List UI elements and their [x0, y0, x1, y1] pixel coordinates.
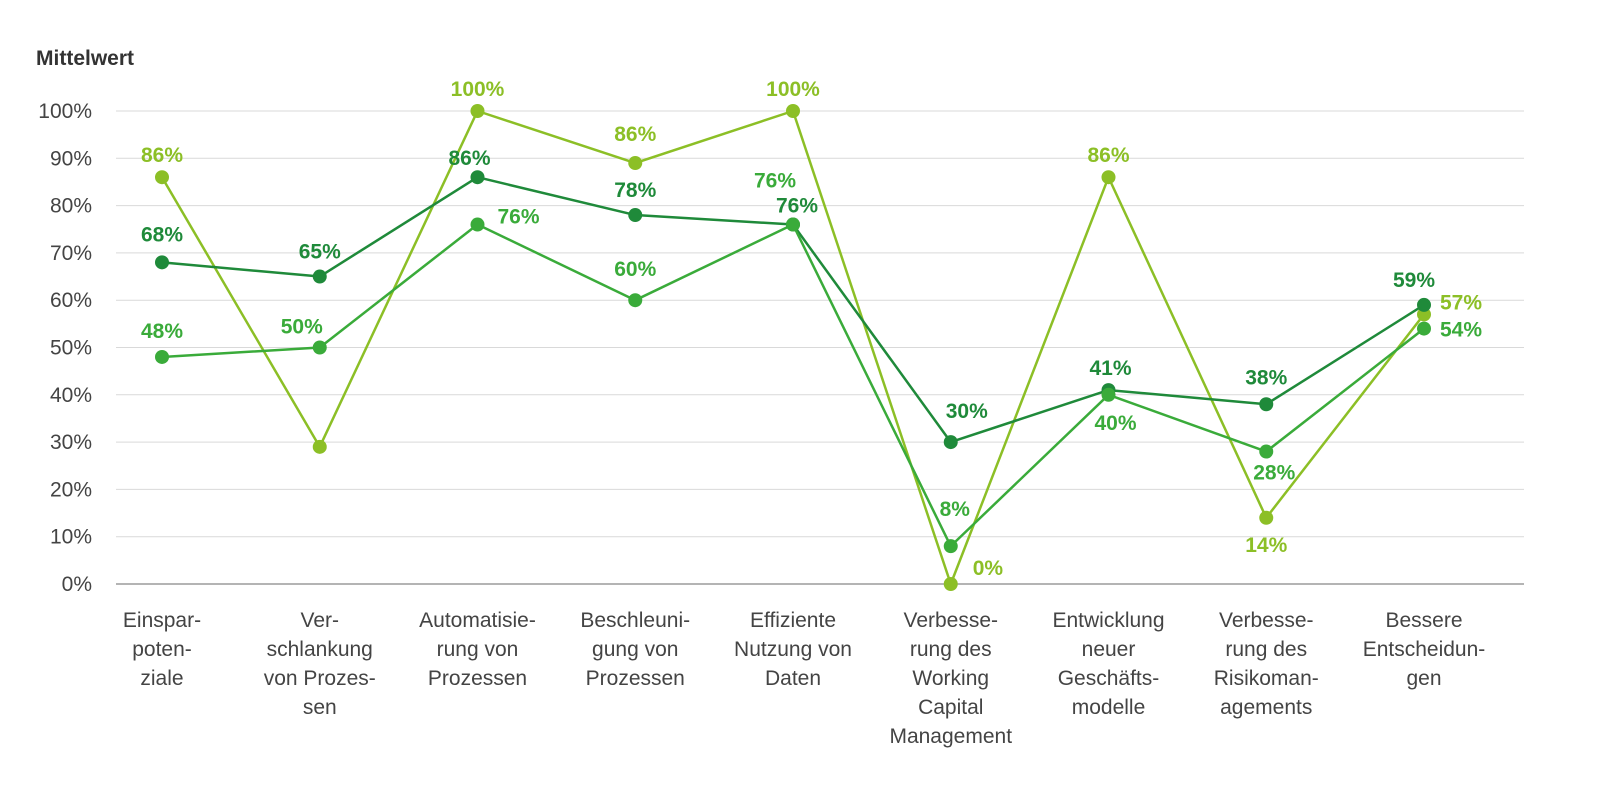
- data-point: [1101, 387, 1116, 402]
- data-point: [1417, 297, 1431, 312]
- data-point: [628, 156, 643, 171]
- data-label: 48%: [141, 320, 183, 343]
- data-label: 30%: [946, 400, 988, 423]
- data-label: 14%: [1245, 534, 1287, 557]
- data-point: [312, 269, 327, 284]
- data-label: 68%: [141, 223, 183, 246]
- data-point: [312, 439, 327, 454]
- data-point: [1259, 510, 1274, 525]
- data-point: [1259, 397, 1274, 412]
- data-point: [155, 349, 169, 364]
- y-tick-label: 40%: [50, 384, 92, 407]
- data-label: 76%: [754, 170, 796, 193]
- x-category-label: Entwicklung neuer Geschäfts-modelle: [1052, 609, 1164, 719]
- data-point: [1417, 321, 1431, 336]
- data-point: [786, 217, 800, 232]
- data-label: 86%: [1087, 144, 1129, 167]
- y-tick-label: 60%: [50, 289, 92, 312]
- data-point: [155, 255, 169, 270]
- data-point: [470, 170, 485, 185]
- data-point: [312, 340, 327, 355]
- data-label: 57%: [1440, 291, 1482, 314]
- data-label: 28%: [1253, 462, 1295, 485]
- y-tick-label: 70%: [50, 242, 92, 265]
- data-point: [1101, 170, 1116, 185]
- x-category-label: Beschleuni-gung von Prozessen: [580, 609, 690, 690]
- y-tick-label: 80%: [50, 195, 92, 218]
- series-markers: [155, 104, 1431, 591]
- data-label: 86%: [614, 123, 656, 146]
- y-tick-label: 0%: [62, 573, 92, 596]
- data-label: 41%: [1089, 357, 1131, 380]
- data-point: [1259, 444, 1274, 459]
- data-label: 76%: [776, 195, 818, 218]
- data-label: 59%: [1393, 269, 1435, 292]
- data-label: 65%: [299, 241, 341, 264]
- x-category-labels: Einspar-poten-ziale Ver-schlankung von Pro…: [123, 609, 1485, 748]
- data-point: [943, 435, 958, 450]
- data-point: [470, 104, 485, 118]
- x-category-label: Verbesse-rung des Working Capital Managemen…: [889, 609, 1012, 748]
- y-tick-labels: 0% 10% 20% 30% 40% 50% 60% 70% 80% 90% 100%: [38, 100, 92, 596]
- x-category-label: Bessere Entscheidun-gen: [1363, 609, 1486, 690]
- data-point: [470, 217, 485, 232]
- data-label: 86%: [141, 144, 183, 167]
- data-label: 60%: [614, 258, 656, 281]
- y-axis-title: Mittelwert: [36, 47, 134, 70]
- gridlines: [116, 110, 1524, 585]
- data-label: 86%: [448, 147, 490, 170]
- x-category-label: Automatisie-rung von Prozessen: [419, 609, 536, 690]
- data-label: 8%: [940, 498, 971, 521]
- data-point: [943, 539, 958, 554]
- data-point: [155, 170, 169, 185]
- data-point: [943, 577, 958, 591]
- series-line: [161, 223, 1425, 548]
- data-point: [628, 208, 643, 223]
- y-tick-label: 100%: [38, 100, 92, 123]
- y-tick-label: 20%: [50, 478, 92, 501]
- x-category-label: Einspar-poten-ziale: [123, 609, 201, 690]
- y-tick-label: 10%: [50, 526, 92, 549]
- data-label: 54%: [1440, 319, 1482, 342]
- x-category-label: Ver-schlankung von Prozes-sen: [264, 609, 376, 719]
- data-label: 0%: [973, 557, 1004, 580]
- x-category-label: Effiziente Nutzung von Daten: [734, 609, 852, 690]
- data-labels: 86% 100% 86% 100% 0% 86% 14% 57% 68% 65% 86% 78% 76%…: [141, 78, 1482, 580]
- data-point: [628, 293, 643, 308]
- x-category-label: Verbesse-rung des Risikoman-agements: [1214, 609, 1319, 719]
- data-label: 78%: [614, 179, 656, 202]
- data-label: 50%: [281, 316, 323, 339]
- data-label: 100%: [766, 78, 820, 101]
- y-tick-label: 90%: [50, 147, 92, 170]
- data-label: 100%: [451, 78, 505, 101]
- data-label: 40%: [1094, 412, 1136, 435]
- y-tick-label: 30%: [50, 431, 92, 454]
- data-point: [786, 104, 800, 118]
- data-label: 38%: [1245, 366, 1287, 389]
- data-label: 76%: [498, 206, 540, 229]
- y-tick-label: 50%: [50, 337, 92, 360]
